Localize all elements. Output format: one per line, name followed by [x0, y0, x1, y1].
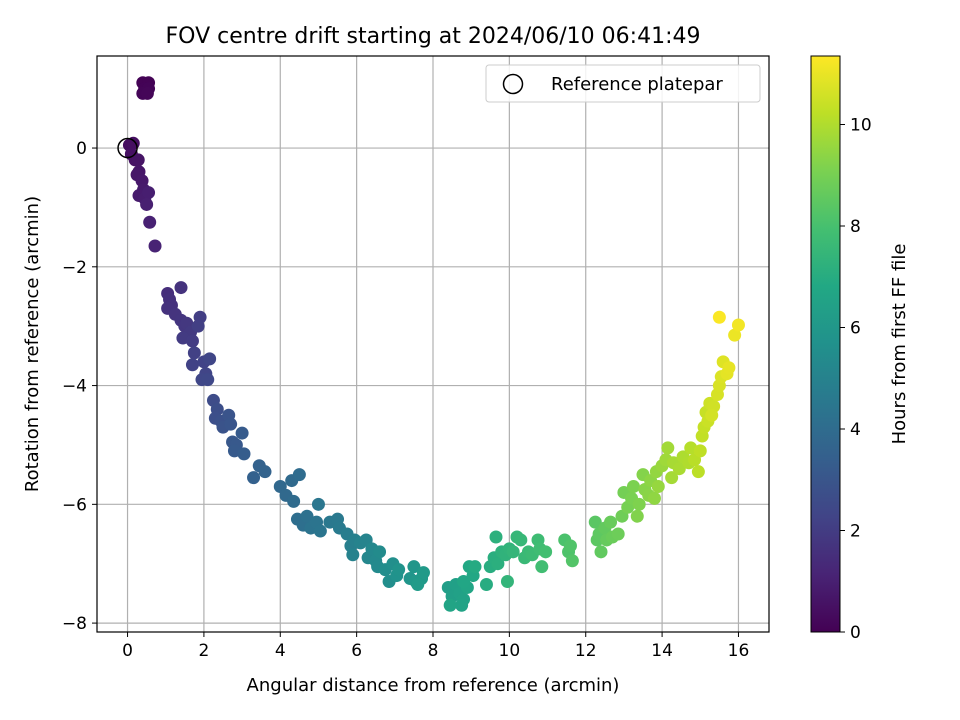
data-point — [411, 577, 425, 591]
data-point — [143, 215, 157, 229]
y-axis-ticks: −8 −6 −4 −2 0 — [62, 139, 97, 634]
data-point — [611, 527, 625, 541]
data-point — [373, 545, 387, 559]
y-tick-label: −6 — [62, 495, 87, 515]
data-point — [140, 86, 154, 100]
x-tick-label: 0 — [122, 641, 133, 661]
colorbar: 0 2 4 6 8 10 Hours from first FF file — [810, 55, 910, 643]
data-point — [346, 548, 360, 562]
data-point — [731, 318, 745, 332]
data-point — [224, 417, 238, 431]
colorbar-tick-label: 0 — [850, 623, 861, 643]
data-point — [565, 554, 579, 568]
legend: Reference platepar — [485, 64, 761, 103]
data-point — [455, 598, 469, 612]
y-tick-label: −4 — [62, 377, 87, 397]
x-tick-label: 14 — [651, 641, 673, 661]
colorbar-tick-label: 10 — [850, 116, 872, 136]
colorbar-tick-label: 2 — [850, 522, 861, 542]
data-point — [489, 530, 503, 544]
colorbar-gradient — [811, 56, 840, 632]
legend-entry-reference: Reference platepar — [551, 74, 723, 95]
colorbar-tick-label: 8 — [850, 217, 861, 237]
colorbar-tick-label: 4 — [850, 420, 861, 440]
colorbar-label: Hours from first FF file — [889, 244, 910, 445]
data-point — [630, 509, 644, 523]
data-point — [148, 239, 162, 253]
data-point — [506, 545, 520, 559]
legend-marker — [502, 73, 524, 95]
data-point — [539, 545, 553, 559]
data-point — [632, 497, 646, 511]
colorbar-tick-label: 6 — [850, 319, 861, 339]
data-point — [691, 465, 705, 479]
data-point — [142, 186, 156, 200]
data-point — [468, 560, 482, 574]
data-point — [174, 281, 188, 295]
chart-title: FOV centre drift starting at 2024/06/10 … — [166, 24, 701, 49]
data-point — [311, 497, 325, 511]
data-point — [728, 328, 742, 342]
data-point — [672, 462, 686, 476]
data-point — [191, 319, 205, 333]
data-point — [140, 197, 154, 211]
data-point — [443, 598, 457, 612]
y-tick-label: −8 — [62, 614, 87, 634]
data-point — [185, 334, 199, 348]
data-point — [185, 358, 199, 372]
x-tick-label: 2 — [198, 641, 209, 661]
data-point — [292, 468, 306, 482]
x-axis-label: Angular distance from reference (arcmin) — [247, 675, 620, 696]
y-tick-label: −2 — [62, 258, 87, 278]
data-point — [392, 563, 406, 577]
data-point — [203, 352, 217, 366]
data-point — [604, 515, 618, 529]
data-point — [258, 465, 272, 479]
data-point — [201, 373, 215, 387]
data-point — [712, 310, 726, 324]
data-point — [588, 515, 602, 529]
data-point — [247, 471, 261, 485]
x-tick-label: 6 — [351, 641, 362, 661]
data-point — [693, 444, 707, 458]
data-point — [313, 524, 327, 538]
y-tick-label: 0 — [76, 139, 87, 159]
colorbar-ticks: 0 2 4 6 8 10 — [840, 116, 872, 643]
data-point — [479, 577, 493, 591]
data-point — [705, 408, 719, 422]
x-axis-ticks: 0 2 4 6 8 10 12 14 16 — [122, 632, 749, 661]
data-point — [457, 575, 471, 589]
data-point — [563, 539, 577, 553]
data-point — [235, 426, 249, 440]
data-point — [237, 447, 251, 461]
data-point — [651, 480, 665, 494]
data-point — [407, 560, 421, 574]
data-point — [626, 480, 640, 494]
data-point — [665, 471, 679, 485]
legend-box — [485, 64, 761, 103]
data-point — [594, 545, 608, 559]
reference-marker — [117, 137, 138, 159]
x-tick-label: 12 — [575, 641, 597, 661]
data-point — [647, 491, 661, 505]
x-tick-label: 10 — [499, 641, 521, 661]
data-points — [117, 76, 745, 612]
y-axis-label: Rotation from reference (arcmin) — [22, 196, 43, 492]
x-tick-label: 8 — [428, 641, 439, 661]
colorbar-frame — [810, 55, 841, 633]
data-point — [131, 153, 145, 167]
x-tick-label: 4 — [275, 641, 286, 661]
data-point — [514, 533, 528, 547]
data-point — [187, 346, 201, 360]
data-point — [287, 494, 301, 508]
data-point — [535, 560, 549, 574]
data-point — [661, 441, 675, 455]
data-point — [722, 361, 736, 375]
data-point — [491, 557, 505, 571]
x-tick-label: 16 — [728, 641, 750, 661]
data-point — [500, 575, 514, 589]
data-point — [300, 509, 314, 523]
data-point — [416, 566, 430, 580]
